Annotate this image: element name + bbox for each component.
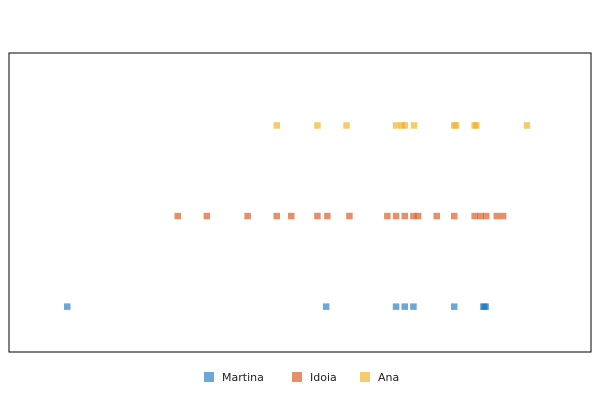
point-idoia-0 xyxy=(174,212,181,220)
point-martina-3 xyxy=(401,303,408,310)
plot-area-frame xyxy=(8,52,592,353)
point-idoia-5 xyxy=(314,212,321,220)
point-idoia-16 xyxy=(477,212,484,220)
point-ana-10 xyxy=(473,122,480,129)
legend-item-ana: Ana xyxy=(360,371,399,384)
point-idoia-9 xyxy=(392,212,400,220)
point-idoia-15 xyxy=(471,212,478,220)
legend-swatch-idoia xyxy=(292,372,302,382)
point-idoia-1 xyxy=(203,212,211,220)
point-martina-2 xyxy=(392,303,400,310)
point-ana-6 xyxy=(410,122,418,129)
legend-label-idoia: Idoia xyxy=(310,371,337,384)
point-martina-5 xyxy=(451,303,458,310)
point-martina-4 xyxy=(410,303,417,310)
legend-swatch-ana xyxy=(360,372,370,382)
point-martina-0 xyxy=(64,303,71,310)
point-ana-11 xyxy=(523,122,531,129)
legend-label-martina: Martina xyxy=(222,371,264,384)
point-idoia-12 xyxy=(414,212,422,220)
point-idoia-13 xyxy=(433,212,440,220)
point-ana-1 xyxy=(314,122,321,129)
legend: Martina Idoia Ana xyxy=(204,371,399,384)
point-ana-8 xyxy=(452,122,460,129)
point-ana-0 xyxy=(273,122,280,129)
point-idoia-3 xyxy=(273,212,280,220)
point-ana-2 xyxy=(343,122,350,129)
legend-item-martina: Martina xyxy=(204,371,264,384)
point-idoia-4 xyxy=(288,212,295,220)
point-idoia-7 xyxy=(346,212,353,220)
point-idoia-19 xyxy=(499,212,507,220)
point-ana-3 xyxy=(392,122,400,129)
point-idoia-2 xyxy=(244,212,251,220)
points-layer xyxy=(64,122,531,310)
point-idoia-17 xyxy=(483,212,490,220)
legend-label-ana: Ana xyxy=(378,371,399,384)
point-idoia-10 xyxy=(401,212,408,220)
point-idoia-6 xyxy=(324,212,331,220)
point-martina-8 xyxy=(482,303,489,310)
point-idoia-8 xyxy=(384,212,391,220)
legend-swatch-martina xyxy=(204,372,214,382)
point-martina-1 xyxy=(322,303,330,310)
legend-item-idoia: Idoia xyxy=(292,371,337,384)
point-idoia-11 xyxy=(410,212,417,220)
point-idoia-14 xyxy=(451,212,458,220)
point-idoia-18 xyxy=(493,212,500,220)
point-ana-5 xyxy=(401,122,408,129)
